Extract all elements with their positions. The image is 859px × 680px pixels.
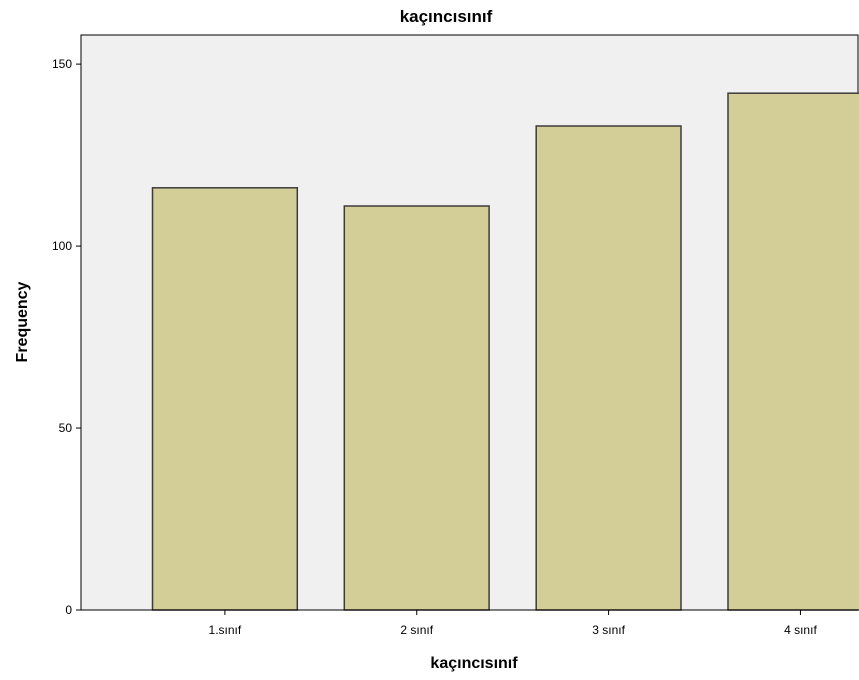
chart-title: kaçıncısınıf — [400, 7, 493, 26]
y-tick-label: 150 — [52, 57, 72, 71]
y-axis-label: Frequency — [14, 281, 31, 362]
y-axis-ticks: 0 50 100 150 — [52, 57, 81, 617]
bar-3 — [535, 125, 682, 611]
x-tick-label: 3 sınıf — [592, 623, 625, 637]
bar-4 — [727, 92, 859, 611]
x-axis-label: kaçıncısınıf — [430, 655, 518, 672]
x-tick-label: 4 sınıf — [784, 623, 817, 637]
bars-group — [151, 92, 859, 611]
x-axis-ticks: 1.sınıf 2 sınıf 3 sınıf 4 sınıf — [209, 610, 817, 637]
y-tick-label: 50 — [59, 421, 73, 435]
y-tick-label: 0 — [65, 603, 72, 617]
x-tick-label: 2 sınıf — [400, 623, 433, 637]
bar-1 — [151, 187, 299, 611]
y-tick-label: 100 — [52, 239, 72, 253]
x-tick-label: 1.sınıf — [209, 623, 242, 637]
bar-2 — [343, 205, 490, 611]
